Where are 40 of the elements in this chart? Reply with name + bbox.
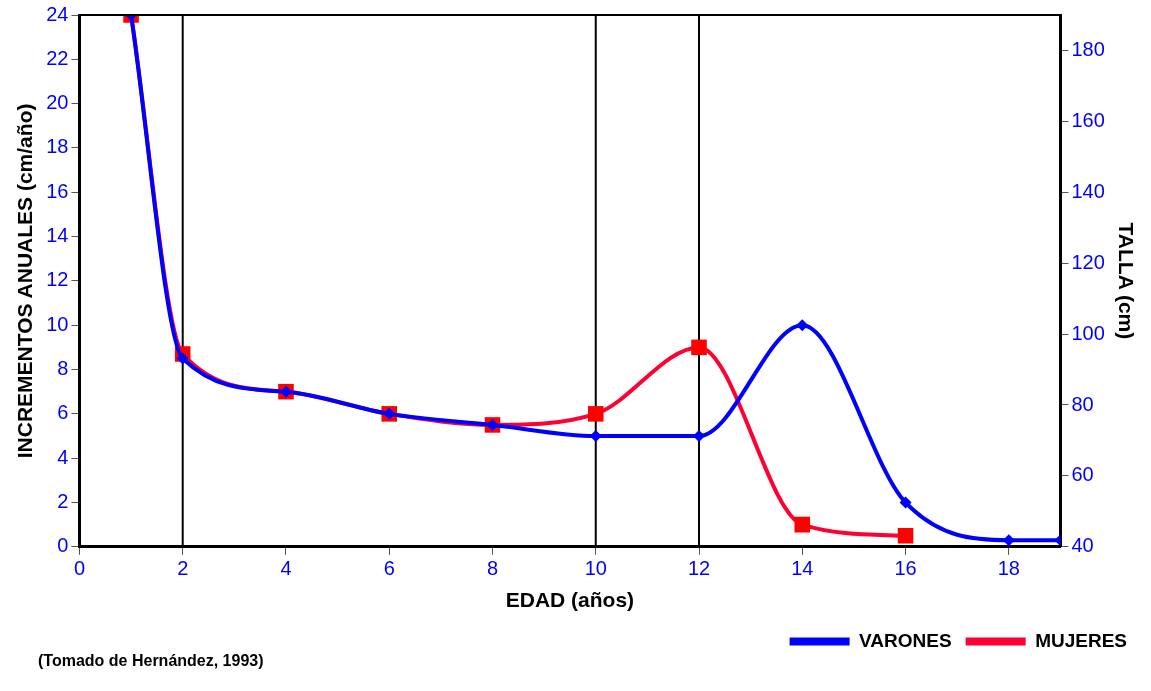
y-tick-label: 22	[46, 46, 69, 69]
point	[796, 319, 809, 332]
x-tick-label: 4	[280, 557, 292, 580]
y-tick-label: 12	[46, 268, 69, 291]
y-tick-label: 18	[46, 135, 69, 158]
x-tick-label: 8	[486, 557, 499, 580]
text: (Tomado de Hernández, 1993)	[38, 652, 264, 670]
legend-label: MUJERES	[1035, 629, 1127, 651]
y-tick-label: 16	[46, 179, 69, 202]
y-tick-label: 2	[57, 490, 69, 512]
y-tick-label: 14	[46, 224, 69, 247]
y2-tick-label: 140	[1071, 179, 1105, 202]
y2-tick-label: 60	[1071, 463, 1094, 486]
y-tick-label: 10	[46, 312, 69, 335]
x-tick-label: 6	[383, 557, 395, 580]
y2-tick-label: 180	[1071, 37, 1105, 60]
y-tick-label: 8	[57, 357, 69, 380]
y2-tick-label: 160	[1071, 108, 1105, 131]
x-tick-label: 0	[73, 557, 86, 580]
y-tick-label: 20	[46, 91, 69, 114]
x-tick-label: 12	[687, 557, 711, 580]
x-tick-label: 10	[584, 557, 607, 580]
x-axis-title: EDAD (años)	[505, 588, 635, 612]
y-tick-label: 4	[57, 445, 69, 468]
legend-label: VARONES	[859, 629, 952, 651]
y2-tick-label: 40	[1071, 534, 1094, 557]
x-tick-label: 18	[997, 557, 1020, 580]
y-axis-title: INCREMENTOS ANUALES (cm/año)	[13, 103, 37, 459]
x-tick-label: 14	[791, 557, 814, 580]
y-tick-label: 24	[46, 2, 69, 25]
y2-tick-label: 100	[1071, 321, 1105, 344]
point	[176, 352, 189, 365]
point	[899, 496, 912, 509]
x-tick-label: 16	[894, 557, 917, 580]
y2-axis-title: TALLA (cm)	[1114, 222, 1138, 340]
y-tick-label: 6	[57, 401, 69, 424]
y-tick-label: 0	[57, 534, 69, 557]
x-tick-label: 2	[177, 557, 189, 580]
y2-tick-label: 120	[1071, 250, 1105, 273]
y2-tick-label: 80	[1071, 392, 1094, 415]
